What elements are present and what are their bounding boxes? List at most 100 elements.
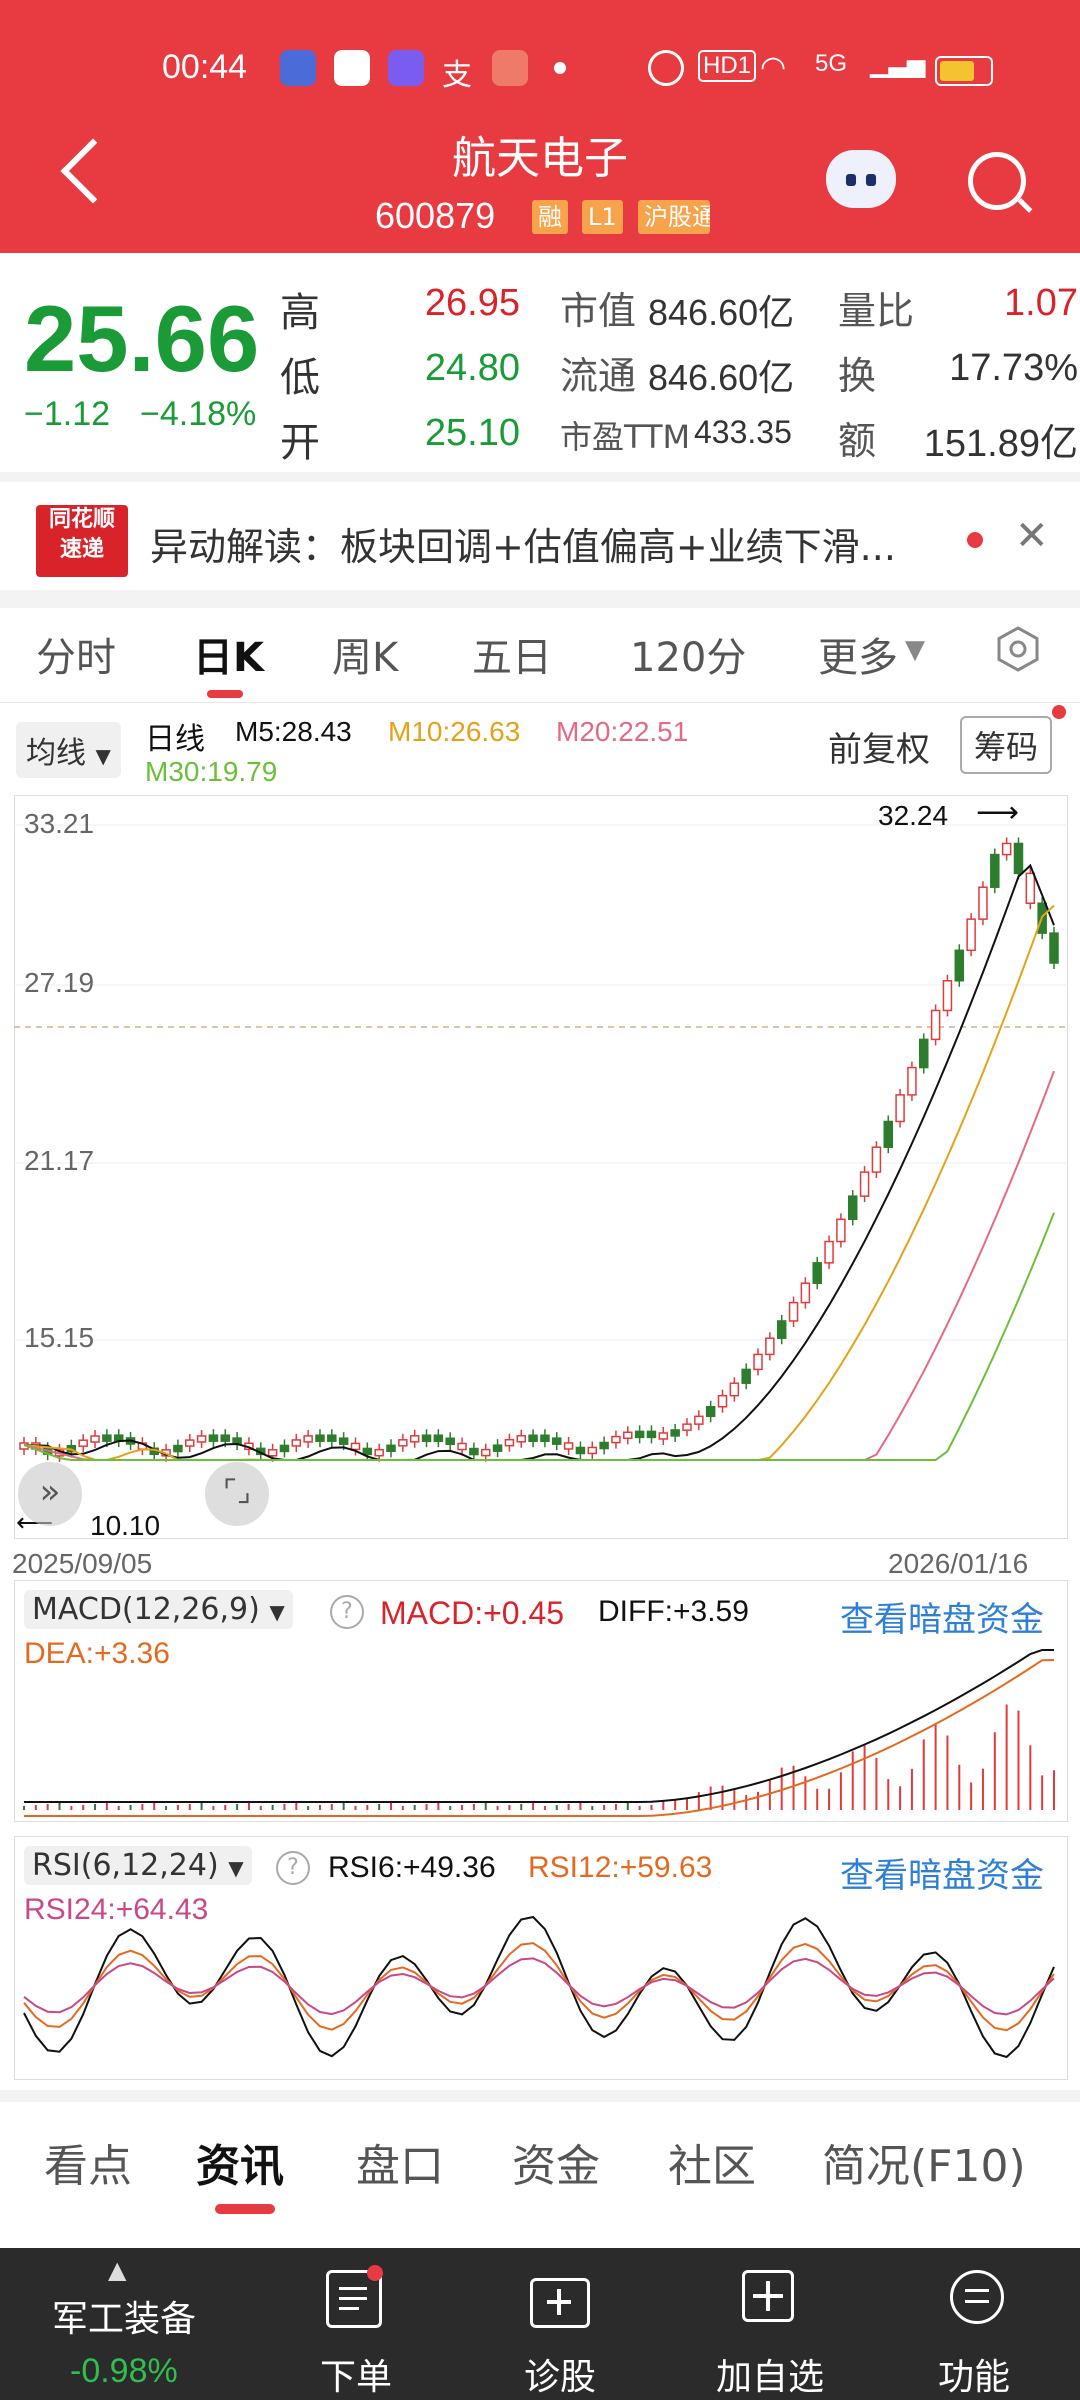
fullscreen-icon[interactable]: ⌜⌟	[205, 1462, 269, 1526]
tag-margin: 融	[532, 200, 568, 234]
ma20-label: M20:22.51	[556, 716, 689, 747]
adjust-label[interactable]: 前复权	[828, 731, 930, 769]
add-watchlist-label[interactable]: 加自选	[715, 2357, 824, 2398]
tab-news[interactable]: 资讯	[196, 2141, 284, 2192]
candle	[670, 1429, 680, 1437]
candle	[184, 1439, 195, 1447]
indicator-select[interactable]: 均线 ▼	[16, 722, 121, 778]
candle	[327, 1434, 337, 1442]
candle	[386, 1444, 396, 1453]
candle	[895, 1094, 905, 1123]
news-headline[interactable]: 异动解读：板块回调+估值偏高+业绩下滑...	[150, 525, 896, 569]
header-bar: 00:44 支 HD1 ◠ 5G ▁▃▅ 航天电子 600879 融 L1 沪股…	[0, 0, 1080, 253]
settings-icon[interactable]	[994, 625, 1042, 673]
candle	[954, 949, 965, 982]
status-time: 00:44	[162, 48, 248, 86]
candle	[78, 1439, 88, 1447]
candle	[291, 1439, 302, 1447]
alipay-icon: 支	[442, 58, 472, 93]
tab-five-day[interactable]: 五日	[472, 635, 552, 681]
price-change: −1.12	[24, 395, 111, 433]
pe-value: 433.35	[694, 414, 792, 450]
current-price: 25.66	[24, 286, 260, 391]
dea-value: DEA:+3.36	[24, 1637, 170, 1670]
sector-name[interactable]: 军工装备	[52, 2299, 197, 2340]
candle	[350, 1442, 361, 1451]
kline-chart-frame	[14, 795, 1068, 1539]
diff-line	[24, 1649, 1054, 1803]
help-icon[interactable]: ?	[276, 1851, 310, 1885]
macd-chart	[23, 1649, 1055, 1817]
candle	[599, 1441, 609, 1450]
candle	[776, 1320, 787, 1339]
diff-value: DIFF:+3.59	[598, 1595, 749, 1628]
candle	[563, 1442, 574, 1450]
help-icon[interactable]: ?	[330, 1595, 364, 1629]
expand-left-icon[interactable]: »	[18, 1462, 82, 1526]
chevron-up-icon: ▲	[108, 2256, 127, 2284]
ma30-label: M30:19.79	[145, 756, 278, 787]
low-mark-label: 10.10	[90, 1510, 161, 1541]
kline-chart[interactable]	[14, 795, 1066, 1537]
candle	[587, 1446, 598, 1455]
candle	[824, 1240, 834, 1264]
diagnose-label[interactable]: 诊股	[523, 2357, 596, 2398]
turnover-label: 换	[838, 354, 877, 398]
close-icon[interactable]: ✕	[1015, 513, 1049, 559]
tab-intraday[interactable]: 分时	[36, 635, 116, 681]
candle	[1013, 842, 1024, 875]
tag-level: L1	[582, 200, 623, 234]
ma30-line	[23, 1212, 1055, 1461]
tab-highlights[interactable]: 看点	[44, 2141, 132, 2192]
order-label[interactable]: 下单	[319, 2357, 392, 2398]
tab-daily-k[interactable]: 日K	[193, 635, 264, 681]
chip-button[interactable]: 筹码	[960, 716, 1053, 774]
candle	[847, 1195, 858, 1221]
tab-funds[interactable]: 资金	[512, 2141, 600, 2192]
tab-120min[interactable]: 120分	[630, 635, 747, 681]
candle	[646, 1430, 657, 1439]
tab-weekly-k[interactable]: 周K	[332, 635, 399, 681]
divider	[0, 2090, 1080, 2102]
wifi-icon: ◠	[760, 51, 787, 84]
assistant-robot-icon[interactable]	[826, 150, 896, 208]
candle	[279, 1444, 290, 1453]
divider	[0, 590, 1080, 608]
candle	[705, 1406, 716, 1418]
macd-select-label: MACD(12,26,9)	[32, 1592, 260, 1627]
search-icon[interactable]	[968, 152, 1026, 210]
tab-more[interactable]: 更多	[818, 635, 898, 681]
ma20-line	[23, 1070, 1055, 1461]
vol-ratio-label: 量比	[838, 289, 915, 333]
diagnose-icon[interactable]	[530, 2278, 590, 2328]
tab-community[interactable]: 社区	[668, 2141, 756, 2192]
candle	[1025, 872, 1036, 904]
tab-profile[interactable]: 简况(F10)	[822, 2141, 1026, 2192]
tag-connect: 沪股通	[638, 200, 710, 234]
menu-label[interactable]: 功能	[937, 2357, 1010, 2398]
macd-select[interactable]: MACD(12,26,9) ▼	[24, 1590, 293, 1629]
candle	[409, 1435, 420, 1443]
candle	[966, 918, 976, 952]
menu-icon[interactable]	[950, 2270, 1004, 2324]
rsi-select[interactable]: RSI(6,12,24) ▼	[24, 1846, 252, 1885]
notification-dot	[1052, 705, 1066, 719]
candle	[267, 1449, 278, 1457]
tab-orderbook[interactable]: 盘口	[356, 2141, 444, 2192]
add-watchlist-icon[interactable]	[742, 2270, 794, 2322]
signal-icon: ▁▃▅	[870, 51, 926, 78]
candle	[765, 1337, 775, 1356]
dark-pool-link[interactable]: 查看暗盘资金	[840, 1857, 1044, 1895]
dark-pool-link[interactable]: 查看暗盘资金	[840, 1601, 1044, 1639]
chevron-down-icon[interactable]: ▼	[905, 635, 925, 665]
candle	[1001, 842, 1012, 856]
candle	[919, 1038, 929, 1069]
candle	[480, 1448, 491, 1457]
candle	[611, 1435, 621, 1444]
ma10-label: M10:26.63	[388, 716, 521, 747]
candle	[457, 1442, 467, 1451]
order-icon[interactable]	[326, 2265, 383, 2328]
chevron-down-icon: ▼	[269, 1600, 285, 1624]
app-icon	[388, 50, 424, 86]
candle	[528, 1434, 538, 1443]
